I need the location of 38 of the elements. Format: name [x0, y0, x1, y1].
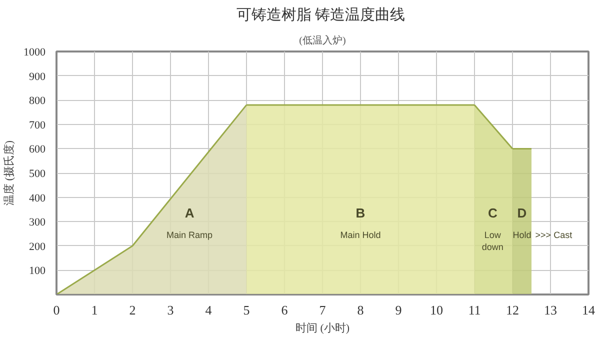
- y-tick-label: 500: [29, 168, 46, 180]
- annotation: Hold: [512, 230, 532, 240]
- y-tick-label: 400: [29, 192, 46, 204]
- x-tick-label: 3: [167, 302, 174, 318]
- x-tick-label: 1: [91, 302, 98, 318]
- x-tick-label: 7: [319, 302, 326, 318]
- annotation: Main Hold: [340, 230, 381, 240]
- annotation: A: [184, 206, 195, 221]
- y-tick-label: 100: [29, 265, 46, 278]
- x-tick-label: 10: [430, 302, 443, 318]
- y-tick-label: 700: [29, 119, 46, 132]
- y-tick-label: 200: [29, 240, 46, 253]
- y-tick-label: 1000: [24, 46, 46, 58]
- y-tick-label: 600: [29, 144, 46, 156]
- x-tick-label: 12: [506, 302, 519, 318]
- annotation: B: [356, 206, 366, 221]
- x-tick-label: 13: [544, 302, 557, 318]
- x-tick-label: 6: [281, 302, 288, 318]
- y-tick-label: 300: [29, 216, 46, 229]
- y-axis-title: 温度 (摄氏度): [2, 140, 16, 206]
- y-tick-label: 900: [29, 70, 46, 83]
- x-axis-title: 时间 (小时): [295, 322, 350, 334]
- annotation: >>> Cast: [535, 230, 573, 240]
- annotation: Main Ramp: [166, 230, 213, 240]
- x-tick-label: 9: [395, 302, 402, 318]
- annotation: Low down: [482, 230, 504, 252]
- x-tick-label: 5: [243, 302, 250, 318]
- x-tick-label: 0: [53, 302, 60, 318]
- annotation: D: [517, 206, 527, 221]
- x-tick-label: 14: [582, 302, 596, 318]
- x-tick-label: 11: [468, 302, 481, 318]
- y-tick-label: 800: [29, 95, 46, 108]
- x-tick-label: 2: [129, 302, 136, 318]
- annotation: C: [488, 206, 498, 221]
- chart-subtitle: (低温入炉): [299, 34, 346, 46]
- chart-title: 可铸造树脂 铸造温度曲线: [236, 6, 405, 24]
- x-tick-label: 4: [205, 302, 212, 318]
- x-tick-label: 8: [357, 302, 364, 318]
